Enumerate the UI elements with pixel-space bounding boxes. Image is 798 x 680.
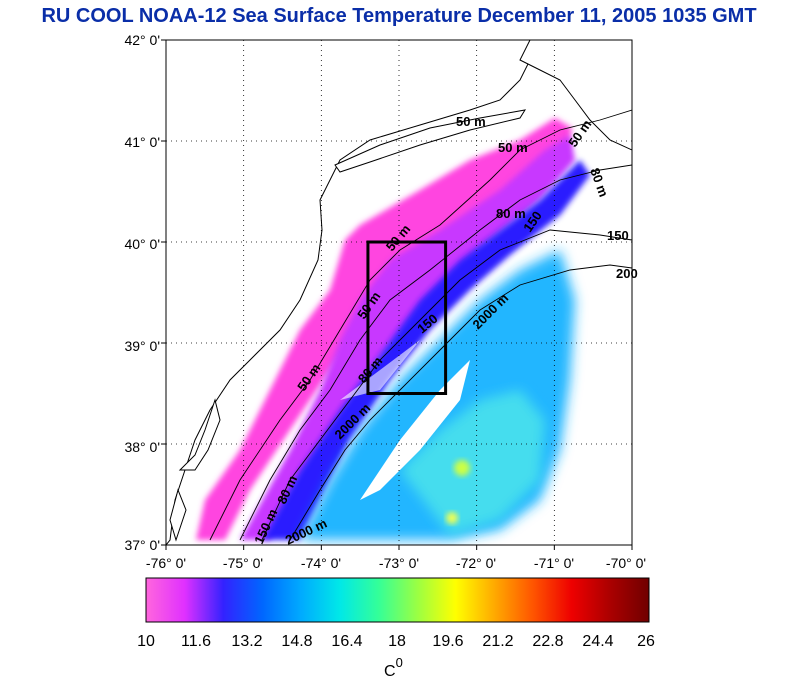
lat-label: 37° 0' (124, 537, 160, 553)
lon-label: -71° 0' (534, 555, 574, 571)
lat-label: 42° 0' (124, 32, 160, 48)
sst-warm-spot (454, 460, 470, 476)
contour-label: 50 m (456, 114, 486, 129)
isobath-150m (261, 229, 632, 541)
colorbar-tick-label: 19.6 (432, 633, 463, 650)
contour-label: 50 m (498, 140, 528, 155)
isobath-2000m (289, 264, 632, 541)
colorbar-tick-label: 14.8 (281, 633, 312, 650)
lat-label: 39° 0' (124, 338, 160, 354)
colorbar-tick-label: 21.2 (482, 633, 513, 650)
lon-label: -73° 0' (379, 555, 419, 571)
cloud-gap (340, 340, 420, 400)
colorbar-tick-label: 24.4 (582, 633, 613, 650)
isobath-80m (239, 164, 632, 541)
colorbar-tick-label: 22.8 (532, 633, 563, 650)
colorbar-tick-label: 13.2 (231, 633, 262, 650)
long-island (334, 109, 527, 173)
colorbar-unit: C0 (384, 655, 403, 680)
colorbar-tick-label: 11.6 (181, 633, 211, 650)
land-mass (166, 40, 541, 545)
lat-label: 40° 0' (124, 236, 160, 252)
sst-warm-spot (446, 512, 458, 524)
colorbar-unit-letter: C (384, 663, 396, 680)
colorbar-tick-label: 16.4 (331, 633, 362, 650)
isobath-50m (209, 109, 632, 541)
colorbar: 10 11.6 13.2 14.8 16.4 18 19.6 21.2 22.8… (137, 577, 655, 680)
colorbar-tick-label: 10 (137, 633, 155, 650)
lat-label: 38° 0' (124, 439, 160, 455)
colorbar-gradient (145, 577, 650, 623)
contour-label: 80 m (496, 206, 526, 221)
colorbar-tick-label: 18 (388, 633, 406, 650)
study-area-box (366, 240, 448, 395)
colorbar-tick-label: 26 (637, 633, 655, 650)
colorbar-ticks: 10 11.6 13.2 14.8 16.4 18 19.6 21.2 22.8… (137, 633, 655, 650)
chesapeake-inlet (169, 488, 187, 542)
lon-label: -76° 0' (146, 555, 186, 571)
sst-teal-region (400, 390, 545, 535)
longitude-labels: -76° 0' -75° 0' -74° 0' -73° 0' -72° 0' … (146, 555, 646, 571)
lon-label: -70° 0' (606, 555, 646, 571)
lon-label: -72° 0' (456, 555, 496, 571)
lon-label: -75° 0' (223, 555, 263, 571)
map-frame (165, 39, 633, 546)
contour-label: 200 (616, 266, 638, 281)
delaware-bay (178, 398, 221, 471)
lat-label: 41° 0' (124, 134, 160, 150)
sst-blue-band (262, 160, 590, 540)
new-england-coast (519, 40, 632, 151)
map-title: RU COOL NOAA-12 Sea Surface Temperature … (41, 5, 757, 27)
contour-label: 150 (607, 228, 629, 243)
latitude-labels: 42° 0' 41° 0' 40° 0' 39° 0' 38° 0' 37° 0… (124, 32, 160, 553)
lon-label: -74° 0' (301, 555, 341, 571)
colorbar-unit-superscript: 0 (396, 655, 403, 670)
